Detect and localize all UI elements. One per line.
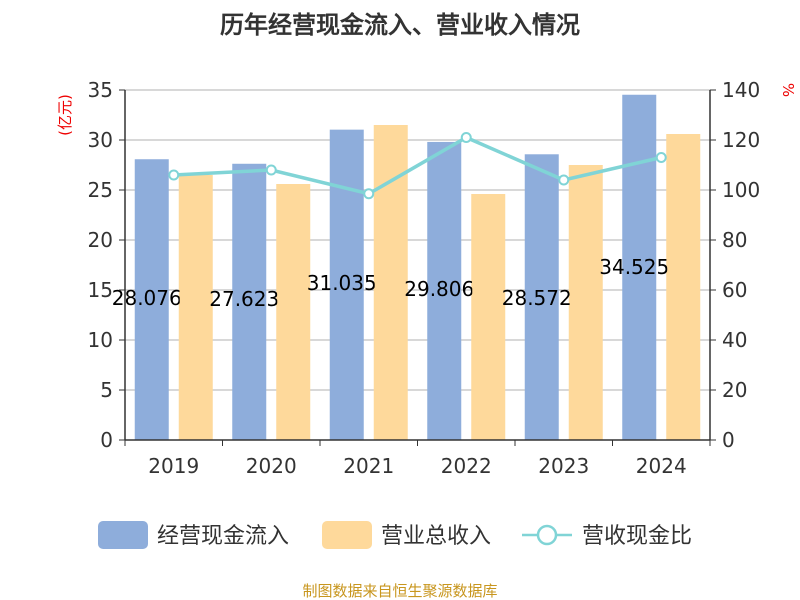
x-tick-label: 2019 xyxy=(148,454,199,478)
legend-label-revenue[interactable]: 营业总收入 xyxy=(381,524,491,549)
x-tick-label: 2022 xyxy=(441,454,492,478)
line-point xyxy=(168,169,180,181)
y2-tick-label: 80 xyxy=(722,228,747,252)
y-tick-label: 5 xyxy=(100,378,113,402)
line-point xyxy=(558,174,570,186)
y-tick-label: 0 xyxy=(100,428,113,452)
y-tick-label: 35 xyxy=(88,78,113,102)
y2-axis-label: % xyxy=(779,83,797,97)
footer-source: 制图数据来自恒生聚源数据库 xyxy=(302,582,497,600)
bar-cash-inflow xyxy=(427,141,462,440)
line-ratio xyxy=(173,135,662,196)
bar-revenue xyxy=(373,125,408,440)
x-tick-label: 2021 xyxy=(343,454,394,478)
line-point xyxy=(363,188,375,200)
y-axis-label: (亿元) xyxy=(56,94,74,136)
legend-swatch-revenue[interactable] xyxy=(322,521,372,549)
bar-value-label: 28.572 xyxy=(502,286,572,310)
y-tick-label: 25 xyxy=(88,178,113,202)
bar-revenue xyxy=(471,194,506,440)
bar-cash-inflow xyxy=(622,94,657,440)
bar-value-label: 31.035 xyxy=(307,271,377,295)
y2-tick-label: 120 xyxy=(722,128,760,152)
y-tick-label: 10 xyxy=(88,328,113,352)
chart-title: 历年经营现金流入、营业收入情况 xyxy=(220,11,580,39)
y2-tick-label: 0 xyxy=(722,428,735,452)
line-point xyxy=(655,152,667,163)
y2-tick-label: 20 xyxy=(722,378,747,402)
bar-cash-inflow xyxy=(134,159,169,441)
line-point xyxy=(460,132,472,143)
legend-marker-ratio xyxy=(536,524,558,546)
y2-tick-label: 140 xyxy=(722,78,760,102)
bar-revenue xyxy=(568,165,603,440)
bar-cash-inflow xyxy=(329,129,364,440)
legend-label-ratio[interactable]: 营收现金比 xyxy=(582,524,692,549)
bar-value-label: 29.806 xyxy=(404,277,474,301)
y2-tick-label: 60 xyxy=(722,278,747,302)
x-tick-label: 2024 xyxy=(636,454,687,478)
bar-cash-inflow xyxy=(524,154,559,440)
legend-label-cash-inflow[interactable]: 经营现金流入 xyxy=(157,524,289,549)
y-tick-label: 15 xyxy=(88,278,113,302)
bar-revenue xyxy=(276,184,311,440)
bar-revenue xyxy=(178,175,213,440)
x-tick-label: 2023 xyxy=(538,454,589,478)
x-tick-label: 2020 xyxy=(246,454,297,478)
line-point xyxy=(265,164,277,176)
y2-tick-label: 100 xyxy=(722,178,760,202)
bar-revenue xyxy=(666,134,701,440)
bar-value-label: 27.623 xyxy=(209,287,279,311)
bar-cash-inflow xyxy=(232,163,267,440)
y2-tick-label: 40 xyxy=(722,328,747,352)
legend-swatch-cash-inflow[interactable] xyxy=(98,521,148,549)
y-tick-label: 30 xyxy=(88,128,113,152)
y-tick-label: 20 xyxy=(88,228,113,252)
bar-value-label: 34.525 xyxy=(599,255,669,279)
